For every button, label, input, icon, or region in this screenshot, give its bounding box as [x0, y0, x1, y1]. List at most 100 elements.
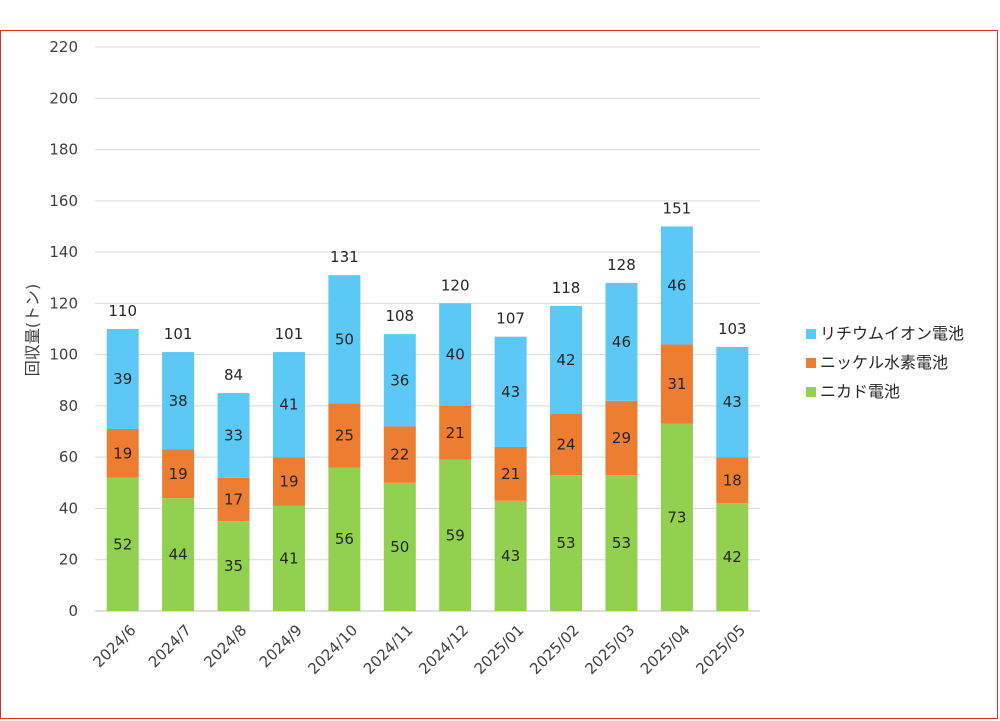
- bar-segment: [217, 521, 250, 611]
- bar-segment: [550, 305, 583, 414]
- bar-segment: [550, 475, 583, 611]
- bar-segment: [494, 500, 527, 611]
- total-label: 120: [441, 276, 470, 294]
- data-label: 40: [446, 346, 465, 364]
- data-label: 42: [723, 548, 742, 566]
- x-tick-label: 2024/9: [256, 621, 306, 671]
- data-label: 46: [612, 333, 631, 351]
- x-tick-label: 2025/03: [581, 621, 638, 678]
- data-label: 31: [667, 375, 686, 393]
- legend-swatch: [806, 329, 816, 339]
- data-label: 43: [501, 547, 520, 565]
- x-tick-label: 2024/6: [89, 621, 139, 671]
- y-tick-label: 160: [49, 192, 78, 210]
- bar-segment: [383, 334, 416, 427]
- data-label: 21: [446, 424, 465, 442]
- bar-segment: [328, 275, 361, 404]
- bar-segment: [494, 336, 527, 447]
- data-label: 25: [335, 426, 354, 444]
- data-label: 53: [556, 534, 575, 552]
- bar-segment: [550, 413, 583, 476]
- bar-segment: [106, 428, 139, 478]
- data-label: 38: [169, 392, 188, 410]
- bar-segment: [272, 457, 305, 506]
- data-label: 59: [446, 526, 465, 544]
- data-label: 21: [501, 465, 520, 483]
- data-label: 17: [224, 490, 243, 508]
- x-tick-label: 2024/10: [304, 621, 361, 678]
- y-tick-label: 200: [49, 89, 78, 107]
- bar-segment: [383, 426, 416, 483]
- total-label: 131: [330, 248, 359, 266]
- total-labels: 110 101 84 101 131 108 120 107 118 128 151 103: [108, 199, 746, 384]
- bar-segment: [439, 459, 472, 611]
- total-label: 107: [496, 310, 525, 328]
- bar-segment: [217, 393, 250, 478]
- y-tick-label: 40: [59, 499, 78, 517]
- data-label: 73: [667, 508, 686, 526]
- data-label: 42: [556, 351, 575, 369]
- bar-segment: [716, 457, 749, 504]
- total-label: 110: [108, 302, 137, 320]
- data-label: 36: [390, 371, 409, 389]
- legend-label: リチウムイオン電池: [820, 324, 964, 343]
- data-label: 56: [335, 530, 354, 548]
- gridlines: [95, 46, 760, 612]
- legend-swatch: [806, 358, 816, 368]
- total-label: 128: [607, 256, 636, 274]
- data-label: 19: [169, 465, 188, 483]
- bar-segment: [494, 446, 527, 501]
- bar-segment: [439, 405, 472, 460]
- x-axis-ticks: 2024/6 2024/7 2024/8 2024/92024/102024/1120…: [89, 621, 749, 678]
- x-tick-label: 2024/12: [415, 621, 472, 678]
- chart-frame: [0, 30, 998, 719]
- total-label: 101: [275, 325, 304, 343]
- total-label: 84: [224, 366, 243, 384]
- total-label: 108: [385, 307, 414, 325]
- bar-segment: [162, 352, 195, 450]
- legend-label: ニカド電池: [820, 382, 900, 401]
- data-labels: 52 19 39 44 19 38 35 17 33 41 19 41 56 25 50 50 22 36 59 21…: [113, 276, 742, 575]
- legend-label: ニッケル水素電池: [820, 353, 948, 372]
- bar-segment: [162, 498, 195, 611]
- data-label: 53: [612, 534, 631, 552]
- y-tick-label: 0: [68, 602, 78, 620]
- bar-segment: [272, 505, 305, 611]
- y-tick-label: 120: [49, 294, 78, 312]
- bar-segment: [383, 482, 416, 611]
- data-label: 18: [723, 471, 742, 489]
- y-tick-label: 140: [49, 243, 78, 261]
- y-tick-label: 180: [49, 141, 78, 159]
- bar-segment: [605, 400, 638, 476]
- bar-segment: [162, 449, 195, 499]
- bar-segment: [439, 303, 472, 406]
- total-label: 151: [663, 199, 692, 217]
- x-tick-label: 2025/05: [692, 621, 749, 678]
- x-tick-label: 2024/8: [200, 621, 250, 671]
- y-tick-label: 220: [49, 38, 78, 56]
- bar-segment: [106, 477, 139, 611]
- data-label: 29: [612, 429, 631, 447]
- total-label: 103: [718, 320, 747, 338]
- y-tick-label: 20: [59, 551, 78, 569]
- bar-segment: [328, 467, 361, 611]
- bar-segment: [328, 403, 361, 468]
- data-label: 44: [169, 546, 188, 564]
- data-label: 24: [556, 435, 575, 453]
- data-label: 41: [279, 396, 298, 414]
- bars: [106, 226, 749, 611]
- data-label: 41: [279, 549, 298, 567]
- data-label: 39: [113, 370, 132, 388]
- bar-segment: [660, 344, 693, 424]
- bar-segment: [106, 329, 139, 429]
- data-label: 43: [723, 393, 742, 411]
- y-tick-label: 60: [59, 448, 78, 466]
- bar-segment: [660, 226, 693, 345]
- y-tick-label: 100: [49, 346, 78, 364]
- bar-segment: [716, 503, 749, 611]
- total-label: 101: [164, 325, 193, 343]
- bar-segment: [605, 282, 638, 401]
- data-label: 19: [279, 473, 298, 491]
